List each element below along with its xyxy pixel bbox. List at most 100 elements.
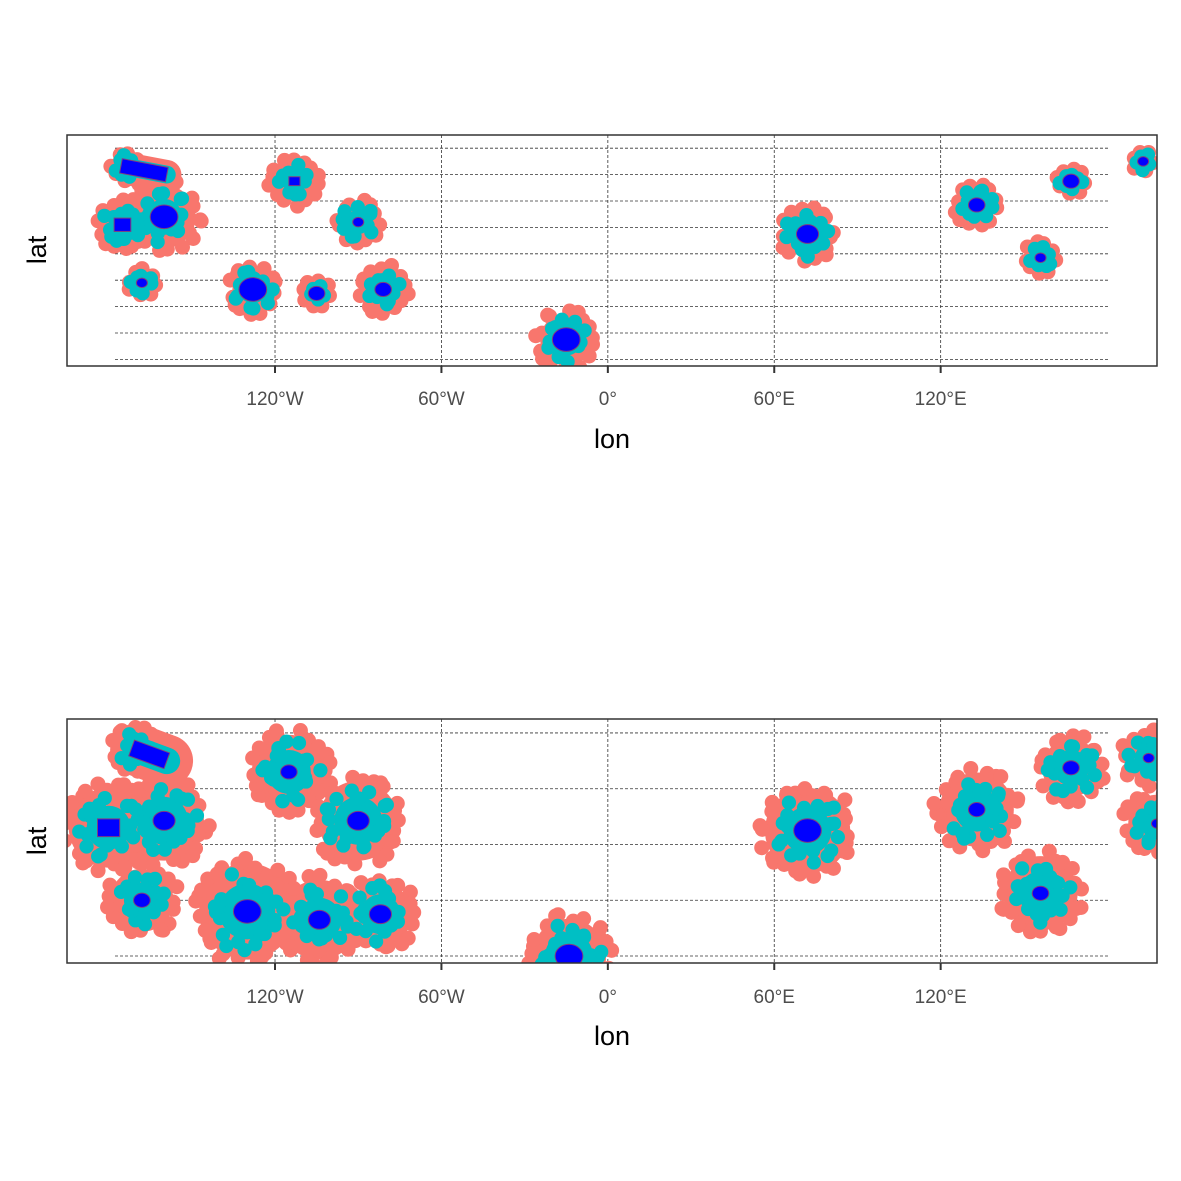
inner-buffer-dot — [784, 848, 799, 863]
inner-buffer-dot — [979, 827, 995, 842]
core-polygon — [288, 176, 301, 187]
inner-buffer-dot — [332, 930, 348, 945]
inner-buffer-dot — [565, 976, 579, 990]
outer-buffer-dot — [238, 851, 254, 867]
inner-buffer-dot — [573, 979, 587, 993]
outer-buffer-dot — [375, 779, 391, 795]
inner-buffer-dot — [379, 297, 395, 312]
outer-buffer-dot — [1155, 789, 1157, 799]
outer-buffer-dot — [77, 783, 93, 799]
outer-buffer-dot — [319, 954, 335, 963]
core-polygon — [1062, 760, 1080, 776]
inner-buffer-dot — [957, 789, 973, 804]
inner-buffer-dot — [128, 802, 144, 817]
inner-buffer-dot — [826, 800, 841, 815]
inner-buffer-dot — [215, 927, 231, 942]
outer-buffer-dot — [806, 868, 822, 884]
inner-buffer-dot — [237, 942, 252, 958]
inner-buffer-dot — [377, 798, 392, 814]
inner-buffer-dot — [1050, 875, 1066, 891]
core-polygon — [232, 899, 262, 924]
inner-buffer-dot — [826, 816, 842, 831]
core-polygon-layer — [113, 156, 1150, 352]
inner-buffer-dot — [1023, 253, 1038, 268]
core-polygon — [967, 802, 986, 818]
x-axis-title: lon — [594, 1021, 630, 1051]
outer-buffer-dot — [1156, 732, 1157, 740]
map-panel-bottom: 120°W 60°W 0° 60°E 120°E lon lat — [22, 718, 1181, 1051]
outer-buffer-dot — [1006, 814, 1022, 830]
core-polygon — [113, 217, 132, 232]
inner-buffer-dot — [959, 185, 974, 200]
core-polygon — [307, 285, 326, 301]
outer-buffer-dot — [1073, 881, 1089, 897]
outer-buffer-dot — [1048, 919, 1064, 935]
inner-buffer-dot — [267, 918, 282, 933]
inner-buffer-dot — [286, 788, 301, 803]
inner-buffer-dot — [356, 840, 371, 855]
x-axis-title: lon — [594, 424, 630, 454]
inner-buffer-dot — [102, 222, 118, 237]
outer-buffer-dot — [550, 984, 565, 999]
inner-buffer-dot — [820, 224, 836, 239]
outer-buffer-dot — [816, 785, 832, 801]
inner-buffer-dot — [276, 902, 291, 917]
outer-buffer-dot — [390, 877, 406, 893]
inner-buffer-dot — [224, 867, 240, 882]
inner-buffer-dot — [243, 300, 258, 315]
inner-buffer-dot — [591, 968, 605, 982]
outer-buffer-dot — [310, 167, 326, 183]
outer-buffer-dot — [765, 850, 781, 866]
core-polygon — [1142, 752, 1155, 764]
inner-buffer-dot — [1130, 735, 1146, 750]
inner-buffer-dot — [219, 938, 234, 954]
outer-buffer-dot — [102, 877, 118, 893]
outer-buffer-dot — [1170, 835, 1181, 850]
outer-buffer-dot — [825, 860, 841, 876]
core-band-group — [128, 739, 171, 770]
inner-buffer-dot — [1157, 752, 1171, 766]
core-polygon — [149, 204, 179, 230]
inner-buffer-dot — [1139, 764, 1155, 779]
outer-buffer-dot — [542, 308, 558, 324]
inner-buffer-dot — [130, 218, 145, 233]
outer-buffer-dot — [193, 882, 209, 898]
feature-layers — [90, 144, 1157, 366]
outer-buffer-dot — [90, 863, 106, 879]
inner-buffer-dot — [1172, 817, 1181, 831]
outer-buffer-dot — [754, 840, 770, 856]
inner-buffer-dot — [377, 924, 392, 939]
inner-buffer-dot — [820, 848, 835, 864]
outer-buffer-dot — [837, 811, 853, 827]
outer-buffer-dot — [1052, 732, 1068, 748]
inner-buffer-dot — [299, 752, 315, 767]
x-tick-label: 60°E — [754, 389, 795, 410]
inner-buffer-dot — [550, 918, 565, 934]
inner-buffer-dot — [1165, 810, 1179, 824]
outer-buffer-dot — [1168, 844, 1181, 859]
outer-buffer-dot — [1035, 778, 1051, 794]
core-polygon-layer — [97, 739, 1157, 963]
inner-buffer-dot — [946, 821, 961, 836]
inner-buffer-dot — [984, 192, 1000, 207]
inner-buffer-dot — [325, 824, 340, 839]
outer-buffer-dot — [67, 833, 73, 848]
outer-buffer-dot — [406, 904, 422, 920]
inner-buffer-dot — [1015, 861, 1030, 876]
x-axis-ticks: 120°W 60°W 0° 60°E 120°E — [246, 963, 967, 1008]
outer-buffer-dot — [249, 953, 265, 963]
outer-buffer-dot — [251, 740, 267, 756]
panel-background — [67, 135, 1157, 366]
core-polygon — [554, 943, 584, 963]
outer-buffer-dot — [165, 894, 181, 910]
core-polygon — [307, 909, 331, 930]
outer-buffer-dot — [528, 971, 543, 986]
outer-buffer-dot — [180, 777, 196, 793]
outer-buffer-dot — [581, 348, 597, 364]
inner-buffer-dot — [356, 902, 372, 918]
inner-buffer-dot — [265, 282, 280, 297]
inner-buffer-dot — [1065, 739, 1081, 754]
inner-buffer-dot — [806, 855, 821, 870]
x-tick-label: 120°W — [246, 389, 303, 410]
